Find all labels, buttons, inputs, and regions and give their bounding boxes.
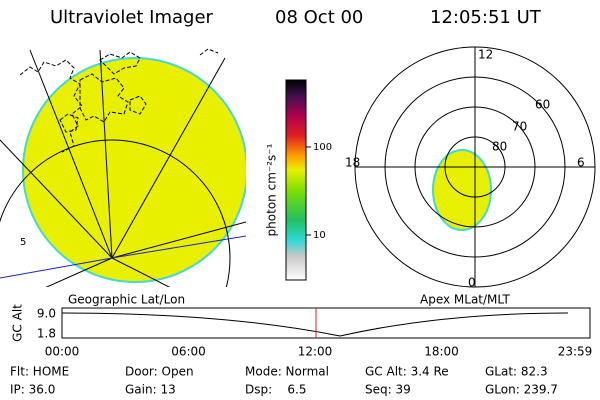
edge-label: 5 [20,237,26,248]
time-tick: 18:00 [424,345,459,359]
hour-label: 0 [468,276,476,290]
lat-label: 60 [535,98,550,112]
time-tick: 23:59 [558,345,593,359]
title: Ultraviolet Imager [50,7,214,28]
status-field: Gain: 13 [125,383,176,397]
time-tick: 06:00 [171,345,206,359]
alt-label: GC Alt [11,304,25,342]
colorbar [285,79,307,281]
alt-tick: 9.0 [37,307,56,321]
colorbar-label: 10 [313,230,326,241]
status-field: IP: 36.0 [10,383,55,397]
polar-grid [354,46,596,288]
alt-tick: 1.8 [37,327,56,341]
time-tick: 12:00 [298,345,333,359]
date: 08 Oct 00 [275,7,363,28]
altitude-curve [61,312,569,337]
status-field: Seq: 39 [365,383,411,397]
colorbar-label: 100 [313,142,332,153]
hour-label: 6 [577,156,585,170]
lat-label: 80 [492,140,507,154]
panel-label: Apex MLat/MLT [420,293,510,307]
status-field: Flt: HOME [10,365,69,379]
status-field: GLon: 239.7 [485,383,558,397]
hour-label: 18 [345,156,360,170]
status-field: Door: Open [125,365,194,379]
time: 12:05:51 UT [430,7,542,28]
geo-image [0,48,246,287]
status-field: Mode: Normal [245,365,329,379]
status-field: Dsp: 6.5 [245,383,307,397]
time-tick: 00:00 [45,345,80,359]
altitude-plot [61,307,591,339]
colorbar-title: photon cm⁻²s⁻¹ [265,143,279,236]
lat-label: 70 [512,120,527,134]
hour-label: 12 [478,48,493,62]
status-field: GC Alt: 3.4 Re [365,365,449,379]
panel-label: Geographic Lat/Lon [68,293,185,307]
status-field: GLat: 82.3 [485,365,548,379]
